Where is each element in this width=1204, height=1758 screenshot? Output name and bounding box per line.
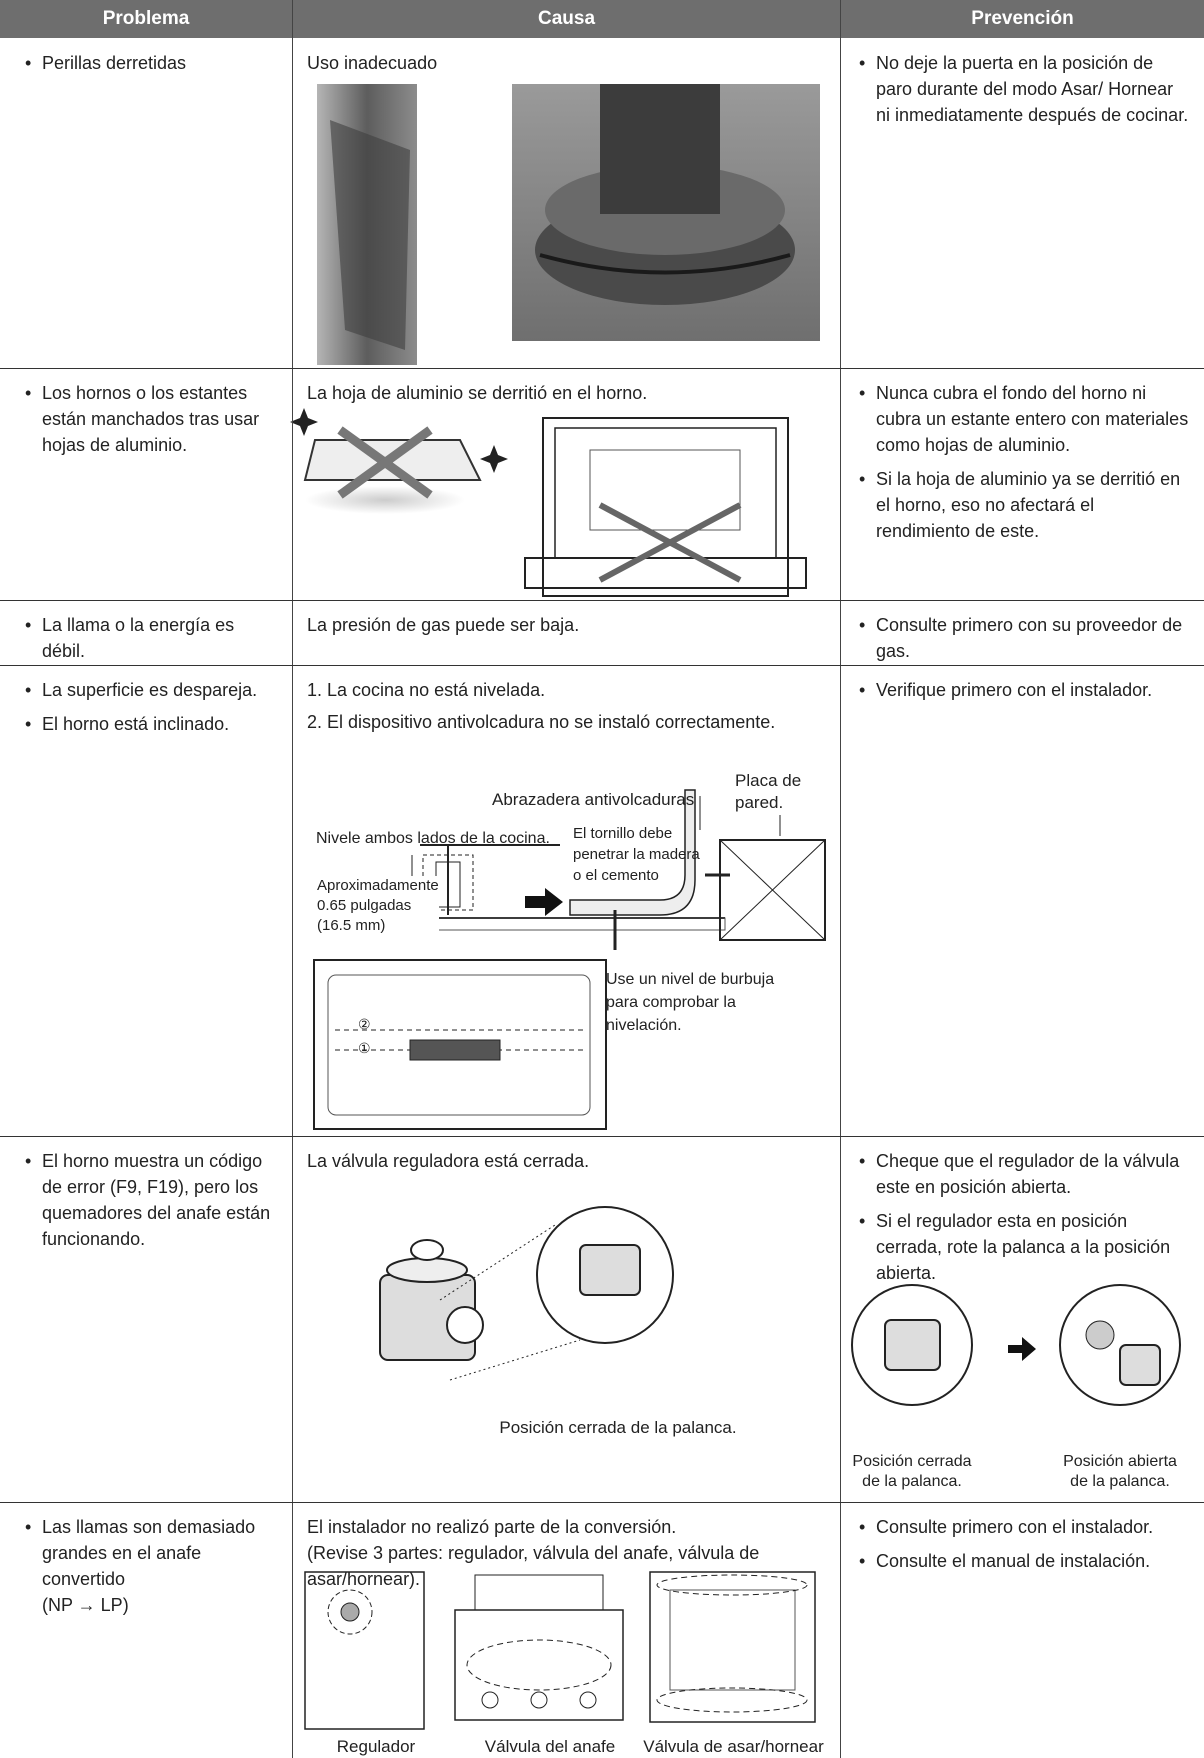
problem-item: Los hornos o los estantes están manchado… xyxy=(25,380,275,458)
figure-label: Placa de pared. xyxy=(735,771,802,812)
prevention-cell: Verifique primero con el instalador. xyxy=(859,677,1189,711)
prevention-cell: Nunca cubra el fondo del horno ni cubra … xyxy=(859,380,1189,552)
prevention-item: Nunca cubra el fondo del horno ni cubra … xyxy=(859,380,1189,458)
figure-caption: Posición abierta de la palanca. xyxy=(1063,1453,1177,1490)
figure-label: Abrazadera antivolcaduras xyxy=(492,790,695,809)
problem-cell: El horno muestra un código de error (F9,… xyxy=(25,1148,275,1260)
cause-cell: 1. La cocina no está nivelada. 2. El disp… xyxy=(307,677,827,741)
prevention-item: Verifique primero con el instalador. xyxy=(859,677,1189,703)
row-divider xyxy=(0,1136,1204,1137)
problem-cell: Las llamas son demasiado grandes en el a… xyxy=(25,1514,275,1626)
figure-label: ② xyxy=(358,1016,371,1032)
problem-item: La llama o la energía es débil. xyxy=(25,612,275,664)
problem-item: La superficie es despareja. xyxy=(25,677,275,703)
prevention-cell: Consulte primero con su proveedor de gas… xyxy=(859,612,1189,672)
prevention-cell: No deje la puerta en la posición de paro… xyxy=(859,50,1189,136)
cause-item: 1. La cocina no está nivelada. xyxy=(307,680,546,700)
figure-label: ① xyxy=(358,1040,371,1056)
cause-item: La presión de gas puede ser baja. xyxy=(307,615,580,635)
header-cell: Causa xyxy=(293,0,840,38)
problem-cell: Los hornos o los estantes están manchado… xyxy=(25,380,275,466)
row-divider xyxy=(0,368,1204,369)
figure-label: El tornillo debe penetrar la madera o el… xyxy=(573,825,700,884)
prevention-item: Si la hoja de aluminio ya se derritió en… xyxy=(859,466,1189,544)
figure-caption: Válvula de asar/hornear xyxy=(643,1737,824,1756)
cause-item: 2. El dispositivo antivolcadura no se in… xyxy=(307,712,776,732)
problem-cell: La superficie es despareja. El horno está… xyxy=(25,677,275,745)
cause-cell: Uso inadecuado xyxy=(307,50,827,82)
prevention-item: Consulte primero con su proveedor de gas… xyxy=(859,612,1189,664)
row-divider xyxy=(0,600,1204,601)
row-divider xyxy=(0,665,1204,666)
header-cell: Prevención xyxy=(841,0,1204,38)
figure-caption: Posición cerrada de la palanca. xyxy=(852,1453,972,1490)
header-cell: Problema xyxy=(0,0,292,38)
cause-item: El instalador no realizó parte de la con… xyxy=(307,1517,760,1589)
figure-label: Use un nivel de burbuja para comprobar l… xyxy=(606,971,775,1034)
row-divider xyxy=(0,1502,1204,1503)
figure-caption: Regulador xyxy=(336,1737,416,1756)
problem-item: El horno muestra un código de error (F9,… xyxy=(25,1148,275,1252)
column-divider xyxy=(292,0,293,1758)
problem-cell: Perillas derretidas xyxy=(25,50,275,84)
column-divider xyxy=(840,0,841,1758)
figure-caption: Válvula del anafe xyxy=(484,1737,616,1756)
cause-item: La hoja de aluminio se derritió en el ho… xyxy=(307,383,648,403)
cause-cell: La presión de gas puede ser baja. xyxy=(307,612,827,644)
problem-item: Las llamas son demasiado grandes en el a… xyxy=(25,1514,275,1618)
problem-cell: La llama o la energía es débil. xyxy=(25,612,275,672)
prevention-cell: Consulte primero con el instalador. Consu… xyxy=(859,1514,1189,1582)
cause-cell: La válvula reguladora está cerrada. xyxy=(307,1148,827,1180)
cause-cell: El instalador no realizó parte de la con… xyxy=(307,1514,827,1598)
prevention-item: Consulte el manual de instalación. xyxy=(859,1548,1189,1574)
figure-label: Nivele ambos lados de la cocina. xyxy=(316,830,550,847)
prevention-item: No deje la puerta en la posición de paro… xyxy=(859,50,1189,128)
prevention-item: Consulte primero con el instalador. xyxy=(859,1514,1189,1540)
problem-item: Perillas derretidas xyxy=(25,50,275,76)
problem-item: El horno está inclinado. xyxy=(25,711,275,737)
prevention-item: Si el regulador esta en posición cerrada… xyxy=(859,1208,1189,1286)
cause-item: Uso inadecuado xyxy=(307,53,438,73)
figure-label: Posición cerrada de la palanca. xyxy=(499,1418,737,1437)
figure-label: Aproximadamente 0.65 pulgadas (16.5 mm) xyxy=(317,876,439,936)
cause-item: La válvula reguladora está cerrada. xyxy=(307,1151,590,1171)
prevention-cell: Cheque que el regulador de la válvula es… xyxy=(859,1148,1189,1294)
prevention-item: Cheque que el regulador de la válvula es… xyxy=(859,1148,1189,1200)
cause-cell: La hoja de aluminio se derritió en el ho… xyxy=(307,380,827,412)
